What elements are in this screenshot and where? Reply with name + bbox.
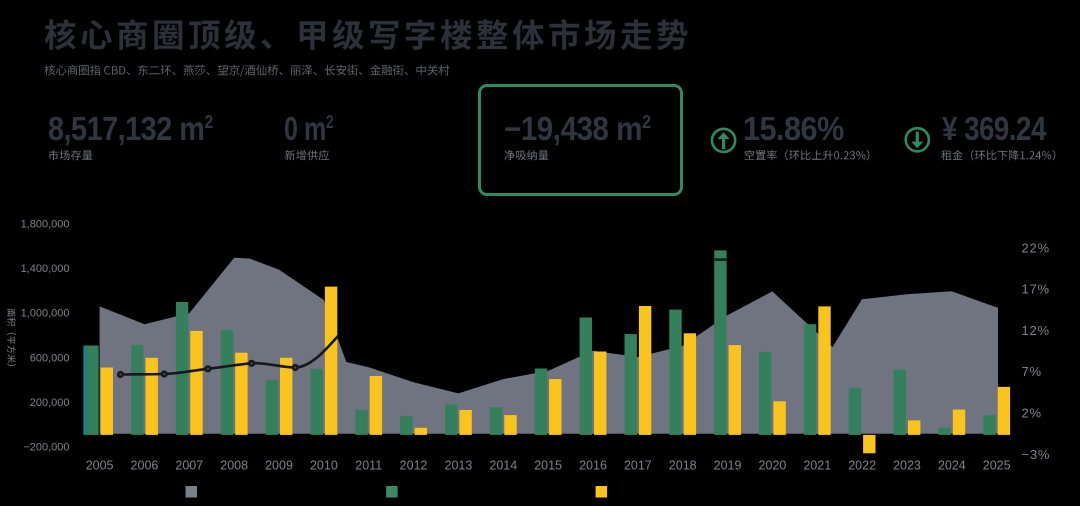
- svg-text:600,000: 600,000: [30, 352, 70, 364]
- svg-text:2013: 2013: [445, 459, 473, 473]
- svg-text:2014: 2014: [489, 459, 517, 473]
- svg-text:−3%: −3%: [1022, 447, 1051, 462]
- svg-text:2018: 2018: [669, 459, 697, 473]
- svg-text:22%: 22%: [1022, 240, 1050, 255]
- svg-text:2011: 2011: [355, 459, 382, 473]
- svg-text:1,000,000: 1,000,000: [21, 308, 70, 320]
- svg-text:1,800,000: 1,800,000: [21, 219, 70, 231]
- svg-text:1,400,000: 1,400,000: [21, 263, 70, 275]
- svg-text:2005: 2005: [86, 459, 114, 473]
- svg-text:17%: 17%: [1022, 282, 1050, 297]
- svg-text:−200,000: −200,000: [23, 441, 69, 453]
- svg-text:7%: 7%: [1022, 364, 1042, 379]
- svg-text:2021: 2021: [803, 459, 831, 473]
- svg-text:2023: 2023: [893, 459, 921, 473]
- svg-text:2012: 2012: [400, 459, 428, 473]
- svg-text:2025: 2025: [983, 459, 1011, 473]
- svg-text:2024: 2024: [938, 459, 966, 473]
- svg-text:200,000: 200,000: [30, 397, 70, 409]
- svg-text:2022: 2022: [848, 459, 876, 473]
- svg-text:2006: 2006: [131, 459, 159, 473]
- svg-text:2015: 2015: [534, 459, 562, 473]
- svg-text:2019: 2019: [714, 459, 742, 473]
- svg-text:2010: 2010: [310, 459, 338, 473]
- svg-text:2007: 2007: [175, 459, 203, 473]
- svg-text:2%: 2%: [1022, 406, 1042, 421]
- svg-text:2008: 2008: [220, 459, 248, 473]
- svg-text:2020: 2020: [759, 459, 787, 473]
- svg-text:2017: 2017: [624, 459, 652, 473]
- svg-text:12%: 12%: [1022, 323, 1050, 338]
- svg-text:2016: 2016: [579, 459, 607, 473]
- svg-text:2009: 2009: [265, 459, 293, 473]
